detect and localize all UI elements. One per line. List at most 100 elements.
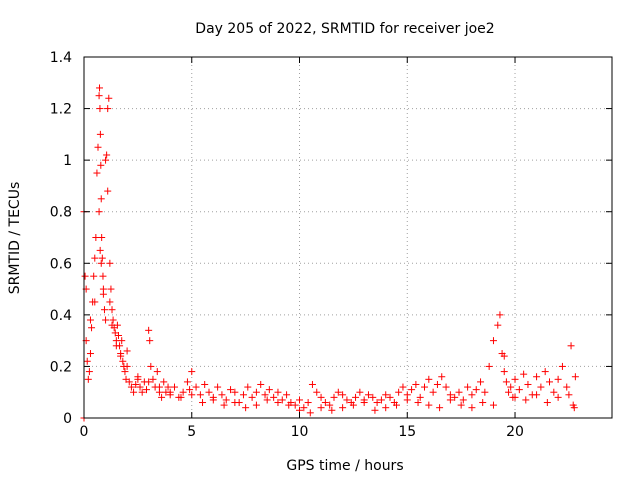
data-point: [196, 391, 204, 399]
data-point: [520, 370, 528, 378]
data-point: [117, 352, 125, 360]
data-point: [102, 316, 110, 324]
data-point: [201, 380, 209, 388]
data-point: [96, 84, 104, 92]
data-point: [188, 368, 196, 376]
plot-frame: [83, 56, 613, 419]
data-point: [164, 383, 172, 391]
x-tick-label: 0: [80, 424, 89, 440]
data-point: [179, 388, 187, 396]
data-point: [130, 388, 138, 396]
data-point: [242, 404, 250, 412]
data-point: [83, 357, 91, 365]
data-point: [433, 380, 441, 388]
data-point: [222, 396, 230, 404]
data-point: [511, 393, 519, 401]
data-point: [399, 383, 407, 391]
y-tick-labels: 0 0.2 0.4 0.6 0.8 1 1.2 1.4: [50, 50, 72, 427]
data-point: [123, 362, 131, 370]
data-point: [468, 404, 476, 412]
data-point: [121, 368, 129, 376]
data-point: [91, 254, 99, 262]
data-point: [158, 393, 166, 401]
data-point: [308, 380, 316, 388]
data-point: [558, 362, 566, 370]
data-point: [326, 401, 334, 409]
data-point: [227, 386, 235, 394]
data-point: [386, 393, 394, 401]
data-point: [100, 306, 108, 314]
data-point: [218, 391, 226, 399]
data-point: [571, 373, 579, 381]
data-point: [554, 375, 562, 383]
data-point: [166, 388, 174, 396]
data-point: [543, 399, 551, 407]
data-point: [364, 391, 372, 399]
data-point: [142, 386, 150, 394]
data-point: [239, 391, 247, 399]
data-point: [429, 388, 437, 396]
data-point: [231, 399, 239, 407]
data-point: [500, 352, 508, 360]
data-point: [231, 388, 239, 396]
data-point: [438, 373, 446, 381]
data-point: [291, 401, 299, 409]
data-point: [85, 368, 93, 376]
data-point: [93, 169, 101, 177]
data-point: [550, 388, 558, 396]
data-point: [446, 396, 454, 404]
data-point: [403, 396, 411, 404]
data-point: [265, 386, 273, 394]
data-point: [127, 383, 135, 391]
data-point: [481, 388, 489, 396]
data-point: [436, 404, 444, 412]
data-point: [94, 143, 102, 151]
data-point: [96, 105, 104, 113]
data-point: [317, 404, 325, 412]
data-point: [565, 391, 573, 399]
data-point: [421, 383, 429, 391]
data-point: [464, 383, 472, 391]
data-point: [81, 272, 89, 280]
data-point: [91, 298, 99, 306]
data-point: [134, 375, 142, 383]
x-tick-label: 5: [187, 424, 196, 440]
data-point: [257, 380, 265, 388]
data-point: [313, 388, 321, 396]
data-point: [496, 311, 504, 319]
y-tick-label: 1: [63, 153, 72, 169]
data-point: [88, 324, 96, 332]
data-point: [570, 404, 578, 412]
y-tick-label: 0.6: [50, 256, 72, 272]
data-point: [339, 391, 347, 399]
data-point: [270, 393, 278, 401]
data-point: [136, 383, 144, 391]
y-tick-label: 0: [63, 411, 72, 427]
chart-title: Day 205 of 2022, SRMTID for receiver joe…: [195, 21, 494, 37]
data-point: [108, 321, 116, 329]
data-point: [147, 362, 155, 370]
data-point: [300, 404, 308, 412]
data-point: [479, 399, 487, 407]
data-point: [563, 383, 571, 391]
data-point: [296, 396, 304, 404]
data-point: [145, 326, 153, 334]
data-point: [425, 401, 433, 409]
data-point: [96, 246, 104, 254]
data-point: [567, 342, 575, 350]
data-point: [425, 375, 433, 383]
data-point: [209, 396, 217, 404]
data-point: [106, 298, 114, 306]
data-point: [171, 383, 179, 391]
data-point: [183, 378, 191, 386]
data-point: [283, 391, 291, 399]
data-point: [98, 234, 106, 241]
data-point: [321, 399, 329, 407]
data-point: [95, 208, 103, 216]
data-point: [132, 380, 140, 388]
data-point: [274, 399, 282, 407]
data-point: [373, 399, 381, 407]
data-point: [442, 383, 450, 391]
data-point: [477, 378, 485, 386]
